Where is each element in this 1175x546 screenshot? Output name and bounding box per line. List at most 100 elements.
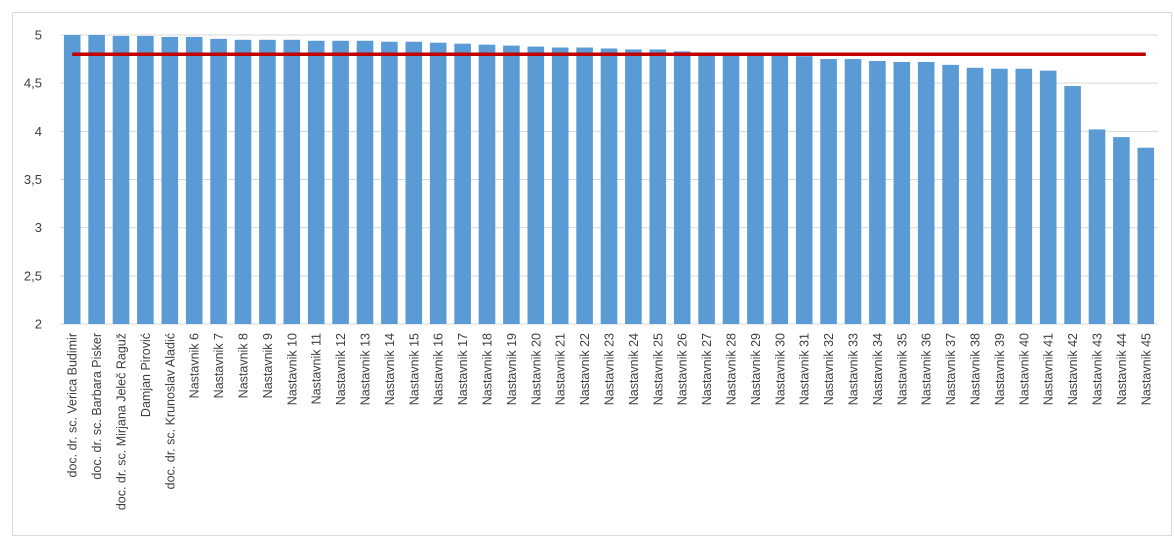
x-category-label: Nastavnik 22: [578, 333, 592, 405]
bar: [917, 61, 935, 325]
x-category-label: Nastavnik 16: [432, 333, 446, 405]
x-category-label: Nastavnik 11: [310, 333, 324, 404]
bar: [722, 54, 740, 325]
y-tick-label: 2: [35, 317, 42, 332]
bar: [820, 59, 837, 324]
x-category-label: Nastavnik 38: [969, 333, 983, 405]
x-category-label: doc. dr. sc. Verica Budimir: [66, 333, 80, 478]
bar: [454, 43, 471, 325]
x-category-label: Nastavnik 42: [1066, 333, 1080, 405]
x-category-label: Nastavnik 30: [773, 333, 787, 405]
bar: [478, 44, 496, 325]
x-category-label: Nastavnik 32: [822, 333, 836, 405]
bar: [698, 53, 715, 324]
y-tick-label: 5: [35, 28, 42, 43]
bar: [1113, 137, 1130, 324]
bar: [185, 36, 203, 324]
bar: [625, 49, 642, 324]
bars: [63, 35, 1155, 325]
bar: [161, 36, 179, 324]
bar: [576, 47, 593, 324]
bar: [112, 35, 130, 325]
x-category-label: Nastavnik 10: [285, 333, 299, 405]
x-category-label: Nastavnik 25: [651, 333, 665, 405]
bar: [283, 39, 301, 325]
bar: [1039, 70, 1057, 324]
bar: [844, 59, 862, 324]
x-category-label: Nastavnik 37: [944, 333, 958, 405]
x-category-label: Damjan Pirović: [139, 333, 153, 417]
bar: [551, 47, 569, 324]
x-category-label: Nastavnik 7: [212, 333, 226, 398]
x-category-label: Nastavnik 28: [725, 333, 739, 405]
x-category-label: Nastavnik 9: [261, 333, 275, 398]
bar: [88, 35, 105, 324]
bar: [259, 39, 276, 325]
bar: [600, 48, 618, 325]
bar: [1015, 68, 1033, 324]
x-category-label: Nastavnik 35: [895, 333, 909, 405]
bar: [234, 39, 252, 325]
x-category-label: Nastavnik 18: [481, 333, 495, 405]
bar: [1137, 147, 1155, 324]
x-category-label: Nastavnik 12: [334, 333, 348, 405]
bar: [405, 41, 423, 324]
x-category-label: Nastavnik 31: [798, 333, 812, 405]
bar: [942, 64, 959, 324]
bar: [332, 40, 349, 324]
bar: [1088, 129, 1106, 324]
y-tick-label: 3,5: [24, 172, 42, 187]
bar: [381, 41, 398, 324]
x-category-label: Nastavnik 26: [676, 333, 690, 405]
x-category-label: Nastavnik 8: [237, 333, 251, 398]
x-category-label: Nastavnik 34: [871, 333, 885, 405]
bar: [893, 61, 911, 325]
y-tick-label: 4,5: [24, 76, 42, 91]
x-axis-category-labels: doc. dr. sc. Verica Budimir doc. dr. sc. …: [66, 333, 1154, 510]
x-category-label: Nastavnik 21: [554, 333, 568, 405]
x-category-label: doc. dr. sc. Krunoslav Aladić: [163, 333, 177, 489]
y-tick-label: 3: [35, 220, 42, 235]
bar: [527, 46, 545, 325]
x-category-label: Nastavnik 17: [456, 333, 470, 405]
x-category-label: doc. dr. sc. Barbara Pisker: [90, 333, 104, 480]
x-category-label: Nastavnik 43: [1091, 333, 1105, 405]
x-category-label: Nastavnik 6: [188, 333, 202, 398]
x-category-label: Nastavnik 23: [603, 333, 617, 405]
x-category-label: Nastavnik 24: [627, 333, 641, 405]
x-category-label: Nastavnik 39: [993, 333, 1007, 405]
x-category-label: Nastavnik 33: [847, 333, 861, 405]
bar: [771, 55, 789, 324]
bar: [63, 35, 81, 324]
x-category-label: Nastavnik 41: [1042, 333, 1056, 405]
x-category-label: Nastavnik 15: [407, 333, 421, 405]
x-category-label: Nastavnik 44: [1115, 333, 1129, 405]
bar: [137, 35, 154, 325]
bar: [991, 68, 1008, 324]
bar: [747, 54, 764, 325]
x-category-label: Nastavnik 20: [529, 333, 543, 405]
x-category-label: Nastavnik 27: [700, 333, 714, 405]
x-category-label: Nastavnik 19: [505, 333, 519, 405]
y-tick-label: 4: [35, 124, 42, 139]
x-category-label: Nastavnik 40: [1017, 333, 1031, 405]
x-category-label: doc. dr. sc. Mirjana Jeleč Raguž: [115, 333, 129, 510]
x-category-label: Nastavnik 13: [359, 333, 373, 405]
x-category-label: Nastavnik 36: [920, 333, 934, 405]
bar: [1064, 86, 1081, 324]
y-axis-tick-labels: 2 2,5 3 3,5 4 4,5 5: [24, 28, 42, 332]
bar: [307, 40, 325, 324]
bar: [966, 67, 984, 325]
bar: [429, 42, 447, 324]
bar: [673, 51, 691, 324]
bar: [210, 38, 227, 324]
bar: [649, 49, 667, 324]
x-category-label: Nastavnik 14: [383, 333, 397, 405]
y-tick-label: 2,5: [24, 268, 42, 283]
x-category-label: Nastavnik 45: [1139, 333, 1153, 405]
bar: [356, 40, 374, 324]
bar: [869, 61, 886, 324]
bar: [503, 45, 520, 324]
x-category-label: Nastavnik 29: [749, 333, 763, 405]
